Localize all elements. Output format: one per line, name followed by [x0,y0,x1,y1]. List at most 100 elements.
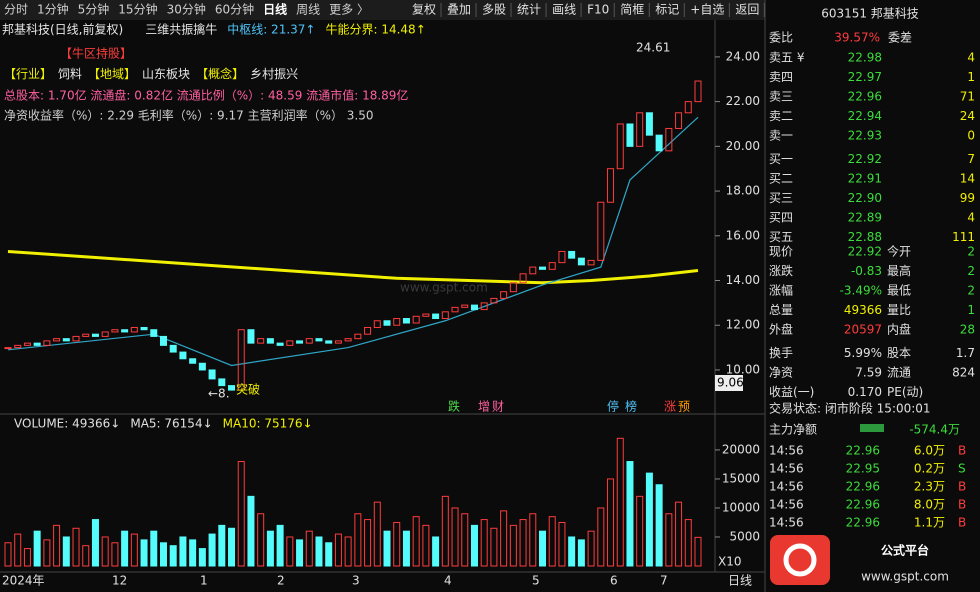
event-marker: 财 [492,400,504,414]
label: 委比 [769,31,793,45]
order-label: 卖二 [769,109,793,123]
candle [441,311,449,320]
volume-bar [665,513,673,567]
stat-label: 量比 [887,303,911,317]
vol-tick-label: 15000 [722,471,760,485]
candle [296,340,304,344]
candle [393,318,401,326]
volume-bar [62,536,70,567]
net-bar [860,424,884,432]
volume-bar [14,533,22,567]
order-label: 卖一 [769,129,793,143]
candle [53,338,61,342]
volume-bar [159,542,167,567]
volume-bar [684,519,692,567]
candle [4,347,12,350]
volume-bar [422,524,430,567]
trade-side: B [958,498,966,512]
info-tag: 【地域】 [88,67,136,81]
candle [607,168,615,203]
volume-header: VOLUME: 49366↓ [14,417,120,431]
order-price: 22.90 [848,191,882,205]
volume-bar [393,521,401,567]
volume-bar [276,524,284,567]
toolbar-button[interactable]: 简框 [620,3,644,17]
toolbar-button[interactable]: 叠加 [447,3,471,17]
volume-bar [4,542,12,567]
toolbar-tab[interactable]: 周线 [296,3,320,17]
volume-bar [616,437,624,567]
toolbar-tab[interactable]: 1分钟 [37,2,69,17]
volume-bar [121,530,129,567]
volume-bar [490,527,498,567]
volume-bar [247,495,255,567]
candle [121,329,129,333]
vol-tick-label: 5000 [729,529,760,543]
candle [655,134,663,152]
trade-price: 22.95 [846,462,880,476]
stat-label: 外盘 [769,322,793,337]
stat-value: 824 [952,366,975,380]
candle [247,329,255,344]
stat-value: 22.92 [848,245,882,259]
volume-bar [626,461,634,567]
candle [91,333,99,337]
header-bull-line: 牛能分界: 14.48↑ [325,22,425,37]
trade-price: 22.96 [846,516,880,530]
toolbar-tab[interactable]: 日线 [263,2,287,17]
volume-bar [636,495,644,567]
volume-bar [91,519,99,567]
order-price: 22.96 [848,90,882,104]
info-tag: 【概念】 [196,66,244,81]
volume-bar [305,530,313,567]
toolbar-button[interactable]: 统计 [517,3,541,17]
toolbar-tab[interactable]: 更多 〉 [329,3,369,17]
order-volume: 71 [960,90,975,104]
toolbar-button[interactable]: 标记 [655,3,679,17]
toolbar-tab[interactable]: 分时 [4,3,28,17]
candle [198,362,206,371]
toolbar-tab[interactable]: 30分钟 [167,2,206,17]
candle [675,112,683,129]
volume-bar [23,548,31,567]
toolbar-button[interactable]: 返回 [735,3,759,17]
trade-price: 22.96 [846,444,880,458]
candle [130,326,138,333]
volume-bar [577,539,585,567]
toolbar-tab[interactable]: 60分钟 [215,2,254,17]
toolbar-button[interactable]: F10 [587,3,609,17]
toolbar-button[interactable]: +自选 [690,3,724,17]
toolbar-tab[interactable]: 5分钟 [78,2,110,17]
stat-label: 流通 [887,366,911,380]
volume-bar [208,533,216,567]
header-name: 邦基科技(日线,前复权) [2,22,123,37]
candle [169,344,177,353]
candle [616,123,624,170]
candle [286,340,294,346]
stat-value: 7.59 [855,366,882,380]
volume-bar [237,461,245,567]
volume-bar [218,524,226,567]
moving-average [7,116,699,367]
candle [402,318,410,324]
volume-bar [53,524,61,567]
order-label: 卖三 [769,90,793,104]
toolbar-button[interactable]: 画线 [552,3,576,17]
toolbar-tab[interactable]: 15分钟 [118,2,157,17]
y-tick-label: 10.00 [726,362,760,376]
candle [266,338,274,344]
label: 委差 [888,31,912,45]
stat-value: 28 [960,323,975,337]
toolbar-button[interactable]: 复权 [412,3,436,17]
volume-bar [296,539,304,567]
watermark: www.gspt.com [400,281,488,295]
candle [237,329,245,391]
date-label: 2 [277,574,285,588]
volume-bar [82,545,90,567]
stat-label: 涨幅 [769,283,793,298]
stat-label: 股本 [887,346,911,360]
candle [72,335,80,342]
trade-time: 14:56 [769,444,804,458]
stat-value: 1.7 [956,346,975,360]
toolbar-button[interactable]: 多股 [482,3,506,17]
